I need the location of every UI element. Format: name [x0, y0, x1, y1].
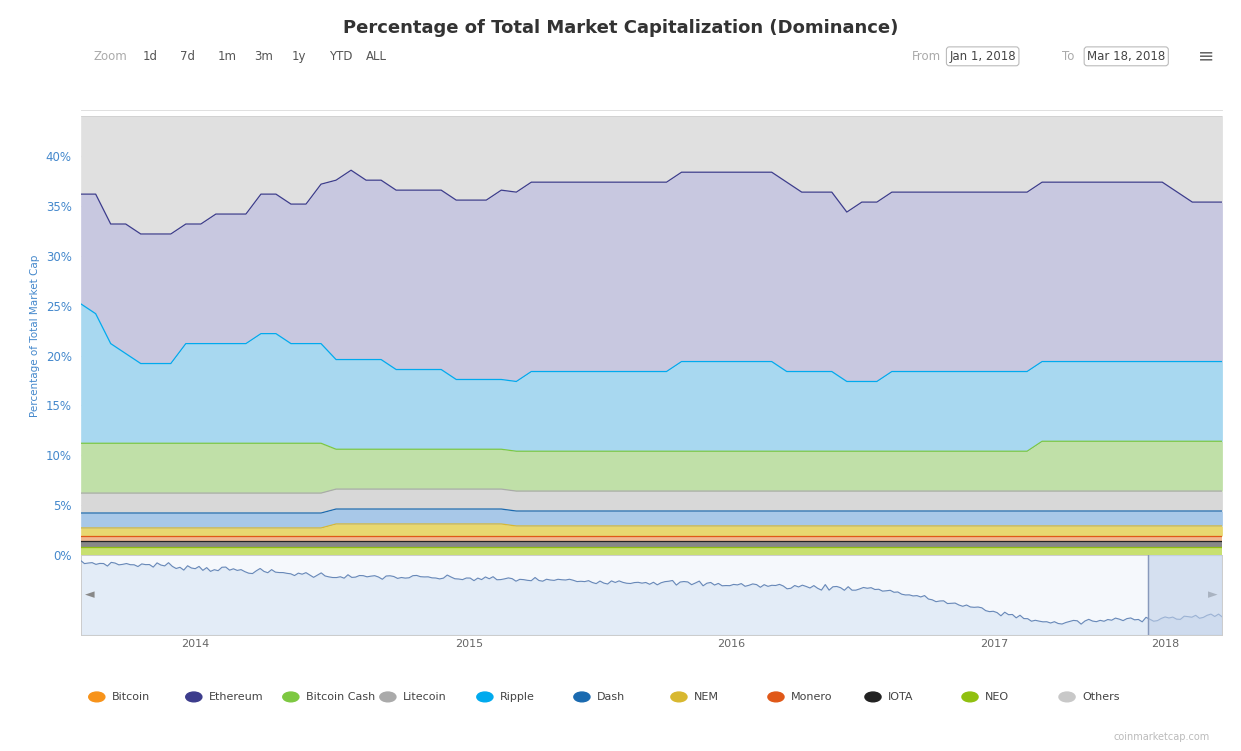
Text: Bitcoin Cash: Bitcoin Cash	[305, 692, 375, 702]
Text: IOTA: IOTA	[887, 692, 913, 702]
Text: ALL: ALL	[366, 50, 387, 63]
Text: coinmarketcap.com: coinmarketcap.com	[1113, 732, 1210, 742]
Text: 1y: 1y	[292, 50, 307, 63]
Text: Dash: Dash	[597, 692, 625, 702]
Text: NEO: NEO	[985, 692, 1009, 702]
Text: Litecoin: Litecoin	[403, 692, 447, 702]
Text: Mar 18, 2018: Mar 18, 2018	[1087, 50, 1165, 63]
Text: From: From	[912, 50, 941, 63]
Text: Percentage of Total Market Capitalization (Dominance): Percentage of Total Market Capitalizatio…	[343, 19, 898, 37]
Text: Zoom: Zoom	[93, 50, 127, 63]
Text: ≡: ≡	[1198, 47, 1215, 66]
Text: Ripple: Ripple	[500, 692, 535, 702]
Text: NEM: NEM	[694, 692, 719, 702]
Text: 7d: 7d	[180, 50, 195, 63]
Text: Others: Others	[1082, 692, 1119, 702]
Text: Bitcoin: Bitcoin	[112, 692, 150, 702]
Y-axis label: Percentage of Total Market Cap: Percentage of Total Market Cap	[30, 255, 40, 417]
Text: 3m: 3m	[254, 50, 273, 63]
Text: 1d: 1d	[143, 50, 158, 63]
Text: Ethereum: Ethereum	[208, 692, 263, 702]
Bar	[1148, 555, 1222, 635]
Text: Monero: Monero	[791, 692, 833, 702]
Text: Jan 1, 2018: Jan 1, 2018	[949, 50, 1016, 63]
Text: ►: ►	[1209, 588, 1217, 602]
Text: 1m: 1m	[217, 50, 236, 63]
Text: ◄: ◄	[86, 588, 94, 602]
Text: YTD: YTD	[329, 50, 352, 63]
Text: To: To	[1062, 50, 1075, 63]
